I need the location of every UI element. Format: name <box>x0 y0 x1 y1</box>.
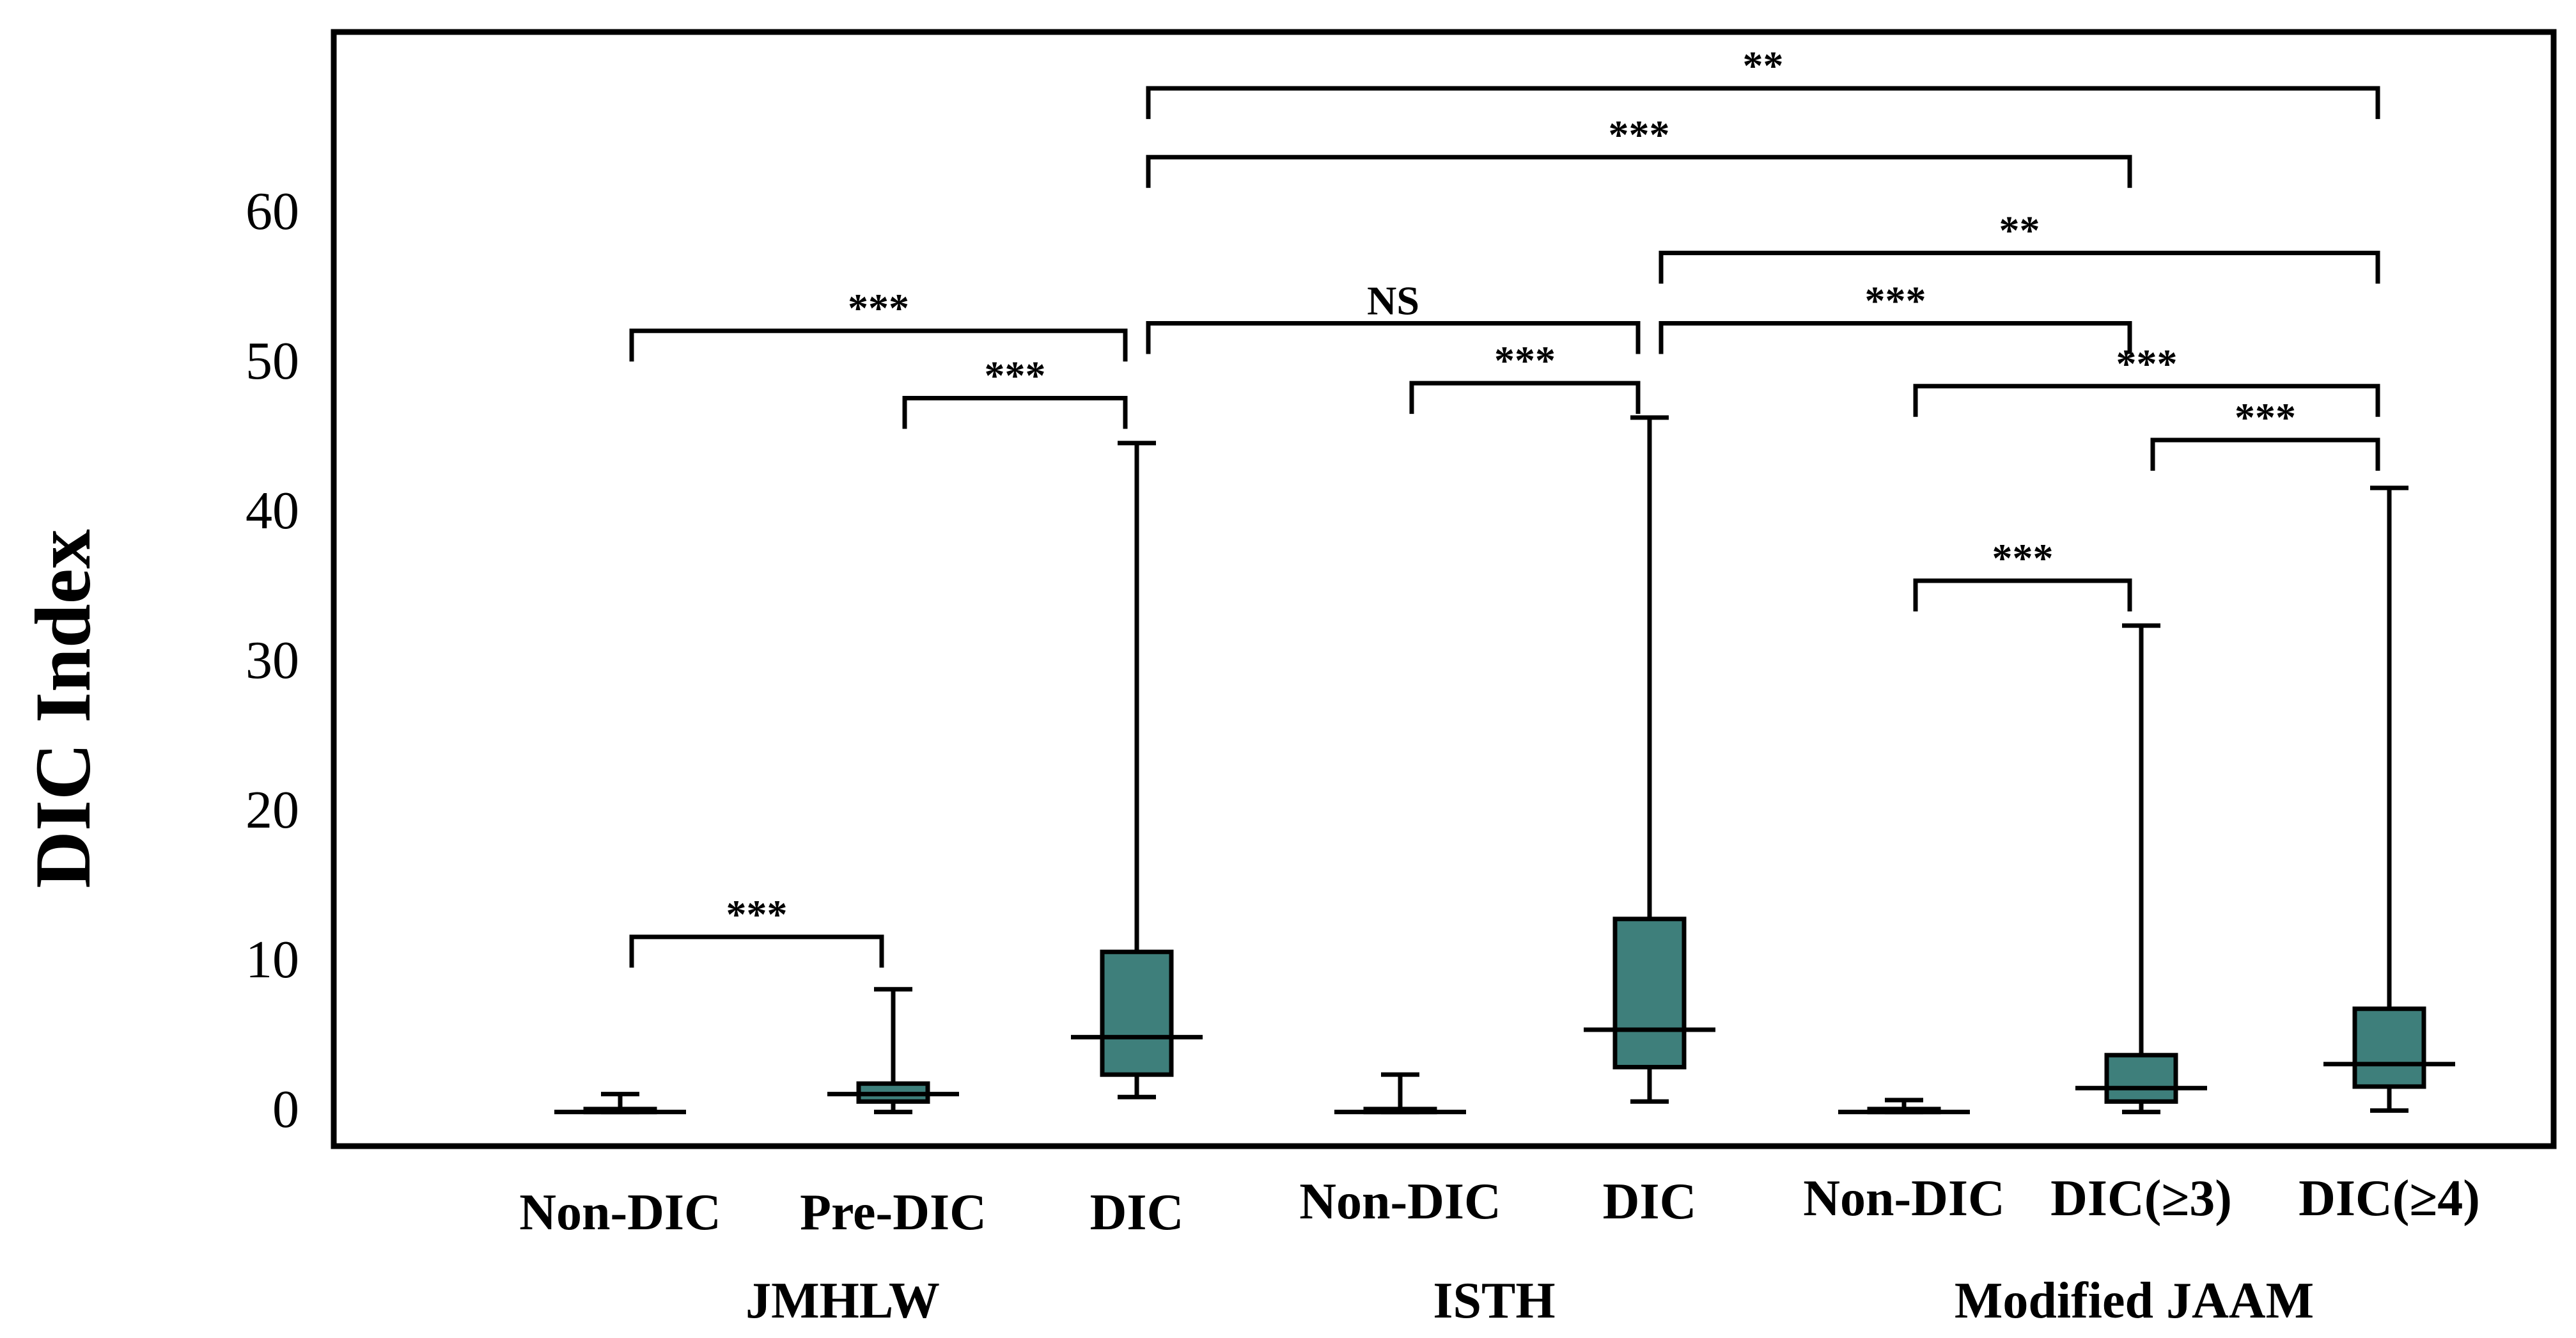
x-group-label: Modified JAAM <box>1955 1273 2314 1329</box>
y-tick-label: 30 <box>246 631 299 690</box>
x-category-label: Pre-DIC <box>800 1185 987 1241</box>
x-category-label: DIC <box>1603 1174 1697 1230</box>
significance-brackets: ********* NS********************** <box>629 43 2380 968</box>
significance-label: *** <box>985 353 1046 398</box>
box-iqr <box>1100 949 1174 1077</box>
x-category-label: Non-DIC <box>1803 1170 2005 1227</box>
y-axis: 0 10 20 30 40 50 60 <box>246 182 299 1139</box>
x-category-label: Non-DIC <box>519 1185 721 1241</box>
significance-label: *** <box>1494 338 1556 383</box>
significance-bracket <box>1913 384 2380 417</box>
y-axis-title: DIC Index <box>19 529 107 888</box>
significance-label: *** <box>2116 341 2178 386</box>
y-tick-label: 50 <box>246 331 299 391</box>
significance-bracket <box>2150 437 2380 471</box>
y-tick-label: 0 <box>272 1080 299 1139</box>
significance-bracket <box>1659 321 2132 354</box>
x-category-label: DIC(≥4) <box>2299 1170 2480 1227</box>
x-category-label: DIC(≥3) <box>2050 1170 2232 1227</box>
significance-label: *** <box>848 285 909 331</box>
box-iqr <box>2352 1006 2426 1089</box>
significance-bracket <box>1146 86 2380 120</box>
significance-bracket <box>1659 251 2380 284</box>
significance-bracket <box>1913 578 2132 611</box>
significance-bracket <box>629 934 884 968</box>
plot-frame <box>331 29 2557 1149</box>
significance-bracket <box>1146 321 1641 354</box>
significance-bracket <box>1146 155 2132 188</box>
significance-bracket <box>1409 381 1641 414</box>
y-tick-label: 60 <box>246 182 299 241</box>
y-tick-label: 20 <box>246 780 299 840</box>
significance-bracket <box>902 396 1128 429</box>
significance-label: *** <box>1609 112 1670 157</box>
significance-label: *** <box>726 892 788 937</box>
y-tick-label: 10 <box>246 930 299 989</box>
significance-bracket <box>629 328 1128 362</box>
x-axis-labels: Non-DIC Pre-DIC DIC JMHLW Non-DIC DIC ISTH Non-… <box>519 1170 2480 1329</box>
significance-label: *** <box>2235 395 2296 440</box>
box-iqr <box>2104 1053 2178 1104</box>
boxes <box>554 415 2455 1115</box>
significance-label: ** <box>1743 43 1784 88</box>
significance-label: NS <box>1367 278 1419 324</box>
box-iqr <box>1612 917 1687 1069</box>
significance-label: ** <box>1999 208 2040 253</box>
significance-label: *** <box>1992 535 2054 581</box>
significance-label: *** <box>1865 278 1926 324</box>
x-group-label: ISTH <box>1433 1273 1555 1329</box>
x-category-label: DIC <box>1090 1185 1184 1241</box>
x-category-label: Non-DIC <box>1299 1174 1501 1230</box>
x-group-label: JMHLW <box>745 1273 940 1329</box>
y-tick-label: 40 <box>246 481 299 540</box>
